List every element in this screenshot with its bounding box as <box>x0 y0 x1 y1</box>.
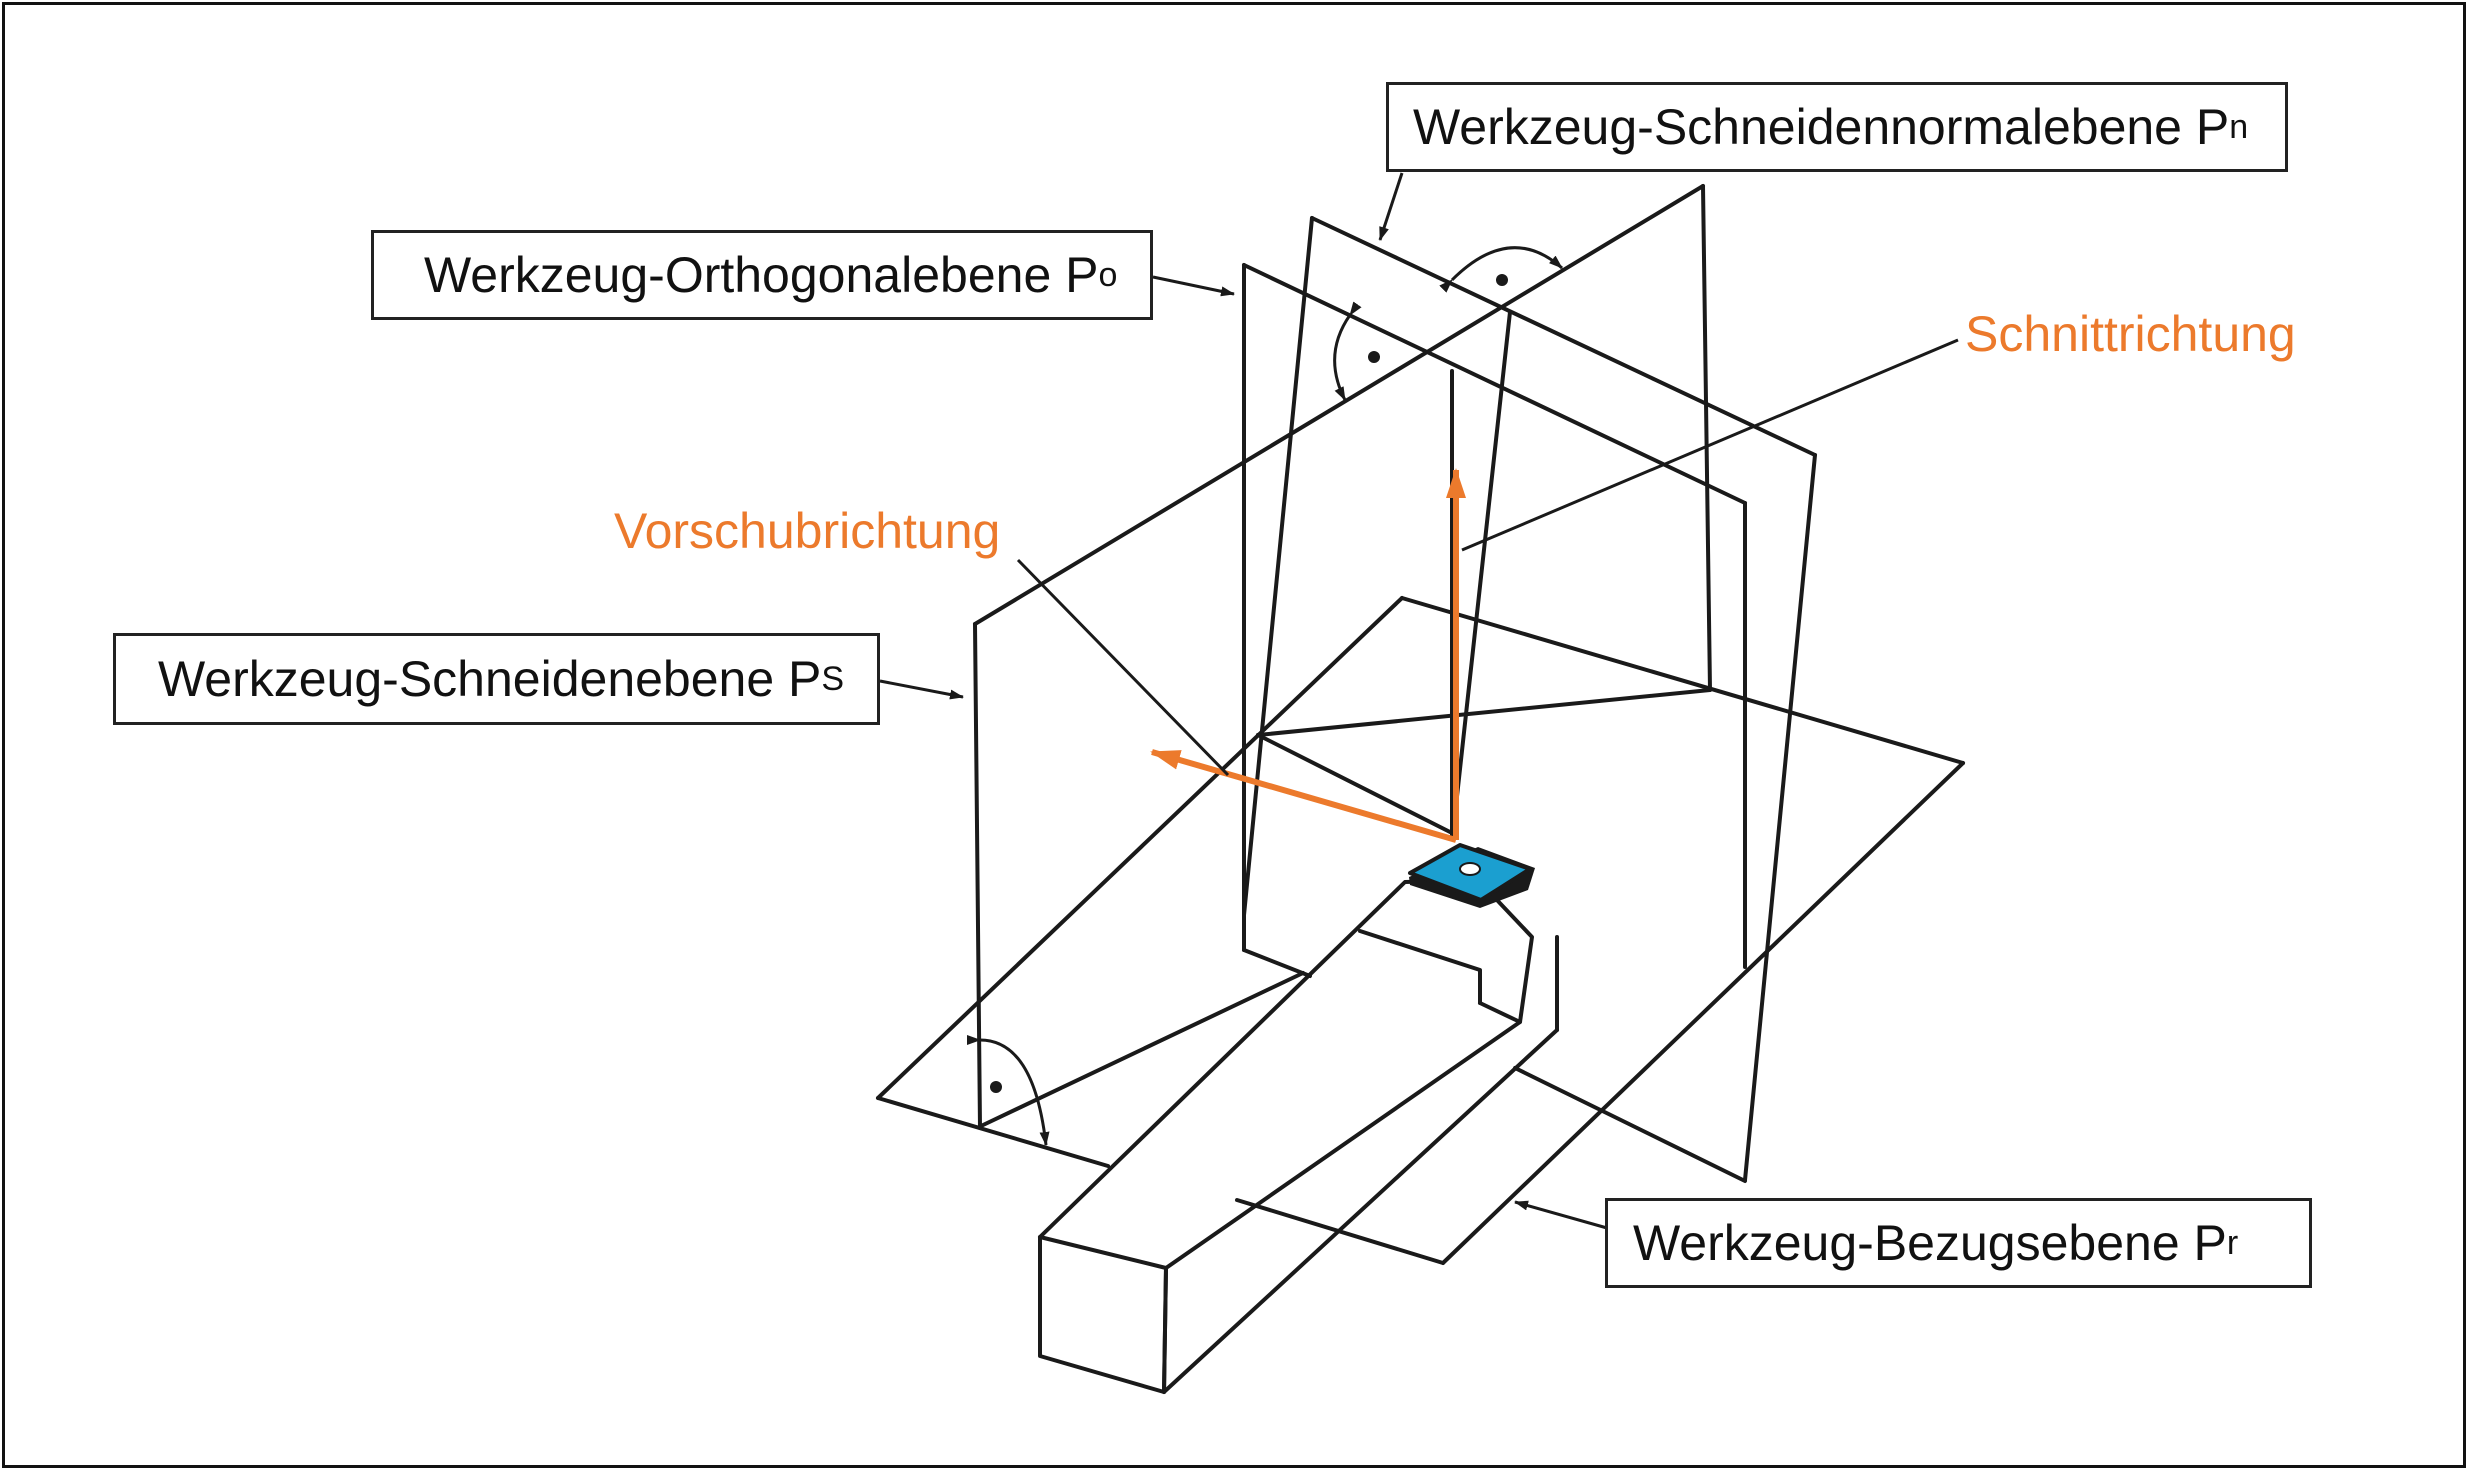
feed-direction-arrow <box>1150 749 1457 843</box>
label-normal-plane-text: Werkzeug-Schneidennormalebene P <box>1413 99 2230 155</box>
label-feed-direction: Vorschubrichtung <box>614 503 1001 559</box>
direction-arrows <box>1150 468 1466 843</box>
reference-plane-pr <box>876 596 1965 1265</box>
normal-plane-pn <box>1242 216 1817 1182</box>
label-cutting-direction: Schnittrichtung <box>1965 306 2296 362</box>
label-cutting-edge-plane-text: Werkzeug-Schneidenebene P <box>158 651 822 707</box>
orthogonal-plane-po <box>1242 263 1747 978</box>
cutting-insert <box>1408 843 1535 908</box>
tool-shank <box>1038 878 1559 1394</box>
label-reference-plane-text: Werkzeug-Bezugsebene P <box>1633 1215 2227 1271</box>
angle-markers <box>966 246 1563 1146</box>
label-orthogonal-plane-text: Werkzeug-Orthogonalebene P <box>424 247 1099 303</box>
leader-lines <box>879 172 1959 1230</box>
angle-dots <box>990 274 1508 1093</box>
insert-hole <box>1459 862 1481 876</box>
